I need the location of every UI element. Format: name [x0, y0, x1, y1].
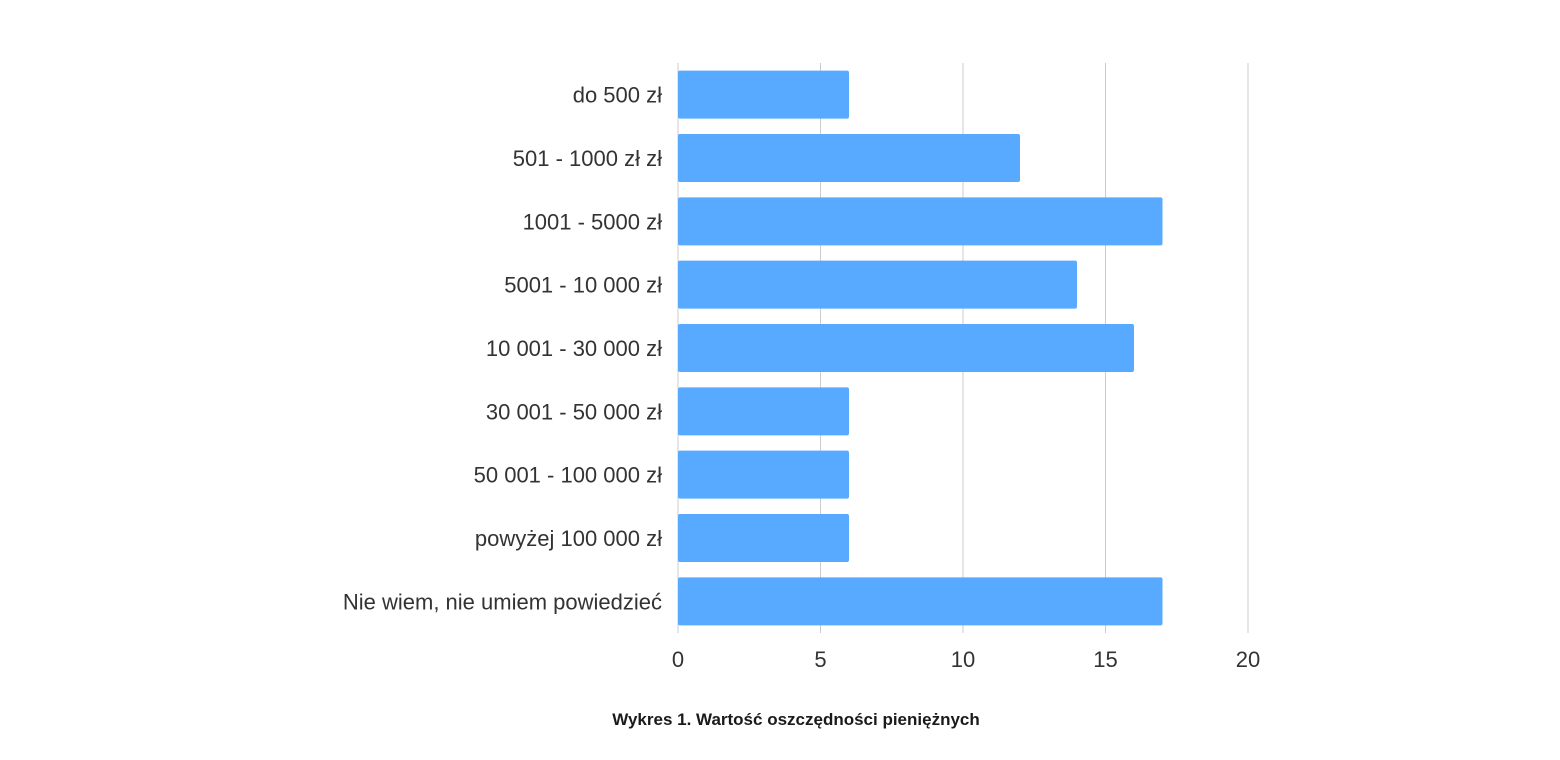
category-label: 1001 - 5000 zł — [523, 209, 663, 234]
x-tick-label: 0 — [672, 647, 684, 672]
x-tick-label: 5 — [814, 647, 826, 672]
category-label: Nie wiem, nie umiem powiedzieć — [343, 589, 662, 614]
bar — [678, 577, 1163, 626]
category-label: do 500 zł — [573, 83, 662, 108]
category-label: 50 001 - 100 000 zł — [474, 463, 662, 488]
x-tick-label: 15 — [1093, 647, 1117, 672]
bar — [678, 134, 1020, 182]
bar — [678, 514, 849, 562]
bar — [678, 197, 1163, 246]
bar-chart: do 500 zł 501 - 1000 zł zł 1001 - 5000 zł 5… — [343, 63, 1260, 672]
chart-caption: Wykres 1. Wartość oszczędności pieniężny… — [612, 710, 980, 729]
bar — [678, 260, 1077, 309]
bar — [678, 324, 1134, 372]
category-label: 501 - 1000 zł zł — [513, 146, 662, 171]
bar — [678, 450, 849, 499]
bars — [678, 70, 1163, 626]
category-labels: do 500 zł 501 - 1000 zł zł 1001 - 5000 zł 5… — [343, 83, 662, 615]
bar — [678, 387, 849, 436]
bar — [678, 70, 849, 119]
x-tick-labels: 0 5 10 15 20 — [672, 647, 1260, 672]
category-label: 10 001 - 30 000 zł — [486, 336, 662, 361]
category-label: powyżej 100 000 zł — [475, 526, 662, 551]
category-label: 30 001 - 50 000 zł — [486, 399, 662, 424]
category-label: 5001 - 10 000 zł — [504, 273, 662, 298]
x-tick-label: 10 — [951, 647, 975, 672]
x-tick-label: 20 — [1236, 647, 1260, 672]
